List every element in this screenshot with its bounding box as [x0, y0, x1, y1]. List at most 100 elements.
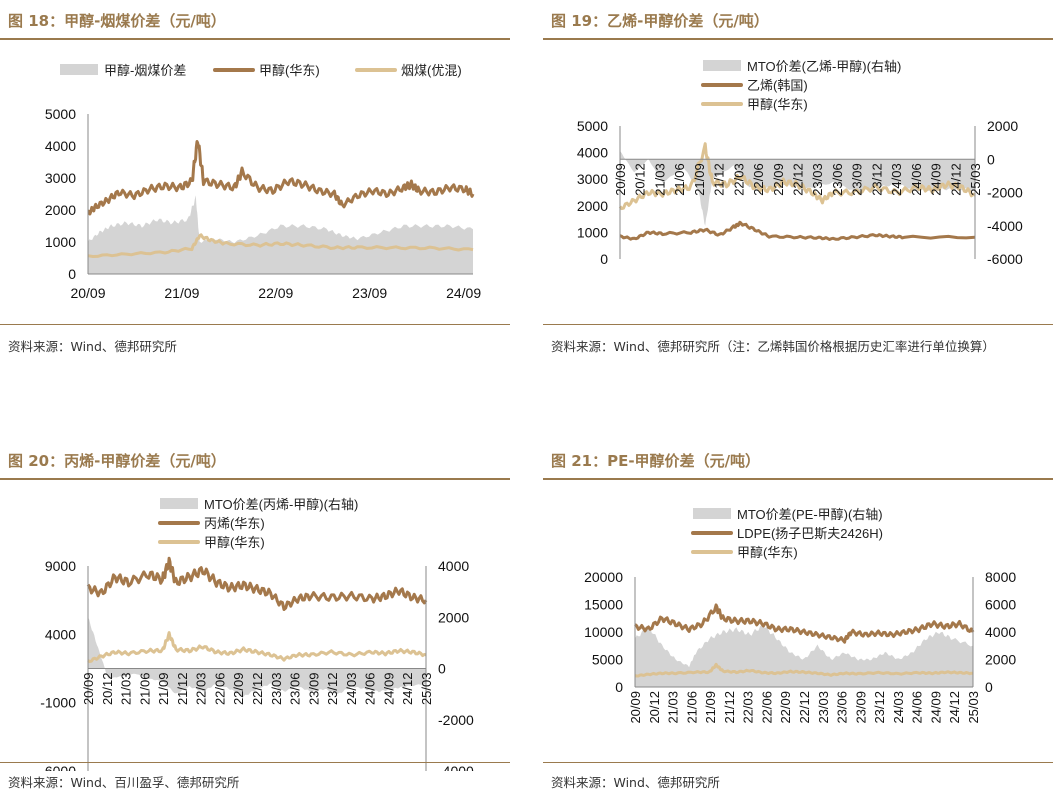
- x-tick-label: 22/03: [194, 673, 209, 706]
- y2-tick-label: -4000: [438, 763, 474, 771]
- y2-tick-label: 4000: [438, 558, 469, 574]
- y-tick-label: 0: [68, 266, 76, 282]
- y-tick-label: 4000: [45, 138, 76, 154]
- x-tick-label: 24/09: [929, 163, 944, 196]
- y2-tick-label: 4000: [985, 624, 1016, 640]
- legend-label: 甲醇-烟煤价差: [104, 63, 186, 78]
- chart-19-svg: MTO价差(乙烯-甲醇)(右轴) 乙烯(韩国) 甲醇(华东) 5000 4000 3000…: [577, 59, 1023, 267]
- x-tick-label: 23/12: [872, 691, 887, 724]
- chart-panel-21: 图 21：PE-甲醇价差（元/吨） MTO价差(PE-甲醇)(右轴) LDPE(扬…: [543, 440, 1053, 802]
- legend-label: 乙烯(韩国): [747, 78, 808, 93]
- x-tick-label: 22/12: [791, 163, 806, 196]
- source-note: 资料来源：Wind、德邦研究所（注：乙烯韩国价格根据历史汇率进行单位换算）: [551, 339, 995, 354]
- y2-tick-label: -4000: [987, 218, 1023, 234]
- chart-title: 图 18：甲醇-烟煤价差（元/吨）: [8, 12, 226, 30]
- series-line-1: [86, 556, 428, 611]
- x-tick-label: 20/09: [628, 691, 643, 724]
- y-tick-label: 1000: [577, 224, 608, 240]
- x-tick-label: 22/06: [212, 673, 227, 706]
- y-tick-label: 15000: [584, 597, 623, 613]
- x-tick-label: 23/03: [810, 163, 825, 196]
- x-tick-label: 24/12: [400, 673, 415, 706]
- x-tick-label: 24/12: [947, 691, 962, 724]
- chart-title: 图 21：PE-甲醇价差（元/吨）: [551, 452, 761, 470]
- legend-label: LDPE(扬子巴斯夫2426H): [737, 526, 883, 541]
- x-tick-label: 23/09: [352, 285, 387, 301]
- x-tick-label: 24/06: [910, 691, 925, 724]
- x-tick-label: 25/03: [966, 691, 981, 724]
- x-tick-label: 20/12: [647, 691, 662, 724]
- x-tick-label: 23/03: [269, 673, 284, 706]
- series-line-2: [634, 662, 974, 678]
- source-rule: [0, 762, 510, 763]
- legend-swatch: [703, 60, 741, 71]
- source-rule: [0, 324, 510, 325]
- legend-swatch: [160, 498, 198, 509]
- x-tick-label: 21/03: [119, 673, 134, 706]
- x-tick-label: 22/03: [731, 163, 746, 196]
- series-line-1: [634, 603, 975, 644]
- x-tick-label: 25/03: [968, 163, 983, 196]
- legend-label: 甲醇(华东): [204, 535, 265, 550]
- x-tick-label: 20/09: [81, 673, 96, 706]
- series-line-2: [87, 631, 427, 664]
- title-rule: [543, 38, 1053, 40]
- x-tick-label: 21/12: [712, 163, 727, 196]
- x-tick-label: 23/06: [835, 691, 850, 724]
- x-tick-label: 24/03: [889, 163, 904, 196]
- x-tick-label: 22/09: [258, 285, 293, 301]
- title-rule: [0, 478, 510, 480]
- series-area-0: [88, 195, 473, 274]
- x-tick-label: 24/12: [948, 163, 963, 196]
- title-rule: [543, 478, 1053, 480]
- y-tick-label: 4000: [45, 626, 76, 642]
- x-tick-label: 23/12: [869, 163, 884, 196]
- y-tick-label: 0: [615, 679, 623, 695]
- x-tick-label: 23/09: [306, 673, 321, 706]
- y-tick-label: -1000: [40, 695, 76, 711]
- x-tick-label: 20/09: [613, 163, 628, 196]
- x-tick-label: 21/12: [175, 673, 190, 706]
- y2-tick-label: 2000: [438, 609, 469, 625]
- x-tick-label: 21/03: [666, 691, 681, 724]
- x-tick-label: 23/06: [830, 163, 845, 196]
- chart-title: 图 19：乙烯-甲醇价差（元/吨）: [551, 12, 769, 30]
- x-tick-label: 20/09: [70, 285, 105, 301]
- y-tick-label: 10000: [584, 624, 623, 640]
- x-tick-label: 22/03: [741, 691, 756, 724]
- y-tick-label: 9000: [45, 558, 76, 574]
- legend-label: MTO价差(PE-甲醇)(右轴): [737, 507, 883, 522]
- source-note: 资料来源：Wind、德邦研究所: [551, 775, 720, 790]
- y-tick-label: 5000: [592, 652, 623, 668]
- legend-label: MTO价差(乙烯-甲醇)(右轴): [747, 59, 901, 74]
- y-tick-label: 5000: [45, 106, 76, 122]
- x-tick-label: 22/09: [231, 673, 246, 706]
- y-tick-label: 4000: [577, 145, 608, 161]
- y-tick-label: 3000: [45, 170, 76, 186]
- x-tick-label: 21/09: [692, 163, 707, 196]
- chart-panel-20: 图 20：丙烯-甲醇价差（元/吨） MTO价差(丙烯-甲醇)(右轴) 丙烯(华东)…: [0, 440, 510, 802]
- series-area-0: [88, 617, 426, 697]
- x-tick-label: 21/03: [652, 163, 667, 196]
- x-tick-label: 21/09: [703, 691, 718, 724]
- y2-tick-label: 2000: [987, 118, 1018, 134]
- y2-tick-label: -2000: [438, 712, 474, 728]
- x-tick-label: 24/03: [891, 691, 906, 724]
- legend-label: MTO价差(丙烯-甲醇)(右轴): [204, 497, 358, 512]
- x-tick-label: 25/03: [419, 673, 434, 706]
- x-tick-label: 20/12: [100, 673, 115, 706]
- legend-label: 甲醇(华东): [747, 97, 808, 112]
- x-tick-label: 21/06: [672, 163, 687, 196]
- x-tick-label: 23/09: [850, 163, 865, 196]
- legend-label: 烟煤(优混): [401, 63, 462, 78]
- x-tick-label: 23/12: [325, 673, 340, 706]
- legend-label: 甲醇(华东): [259, 63, 320, 78]
- legend-swatch: [60, 64, 98, 75]
- x-tick-label: 22/12: [250, 673, 265, 706]
- source-rule: [543, 324, 1053, 325]
- x-tick-label: 24/06: [909, 163, 924, 196]
- series-area-0: [635, 624, 973, 687]
- x-tick-label: 20/12: [633, 163, 648, 196]
- y-tick-label: 2000: [45, 202, 76, 218]
- chart-18-svg: 甲醇-烟煤价差 甲醇(华东) 烟煤(优混) 5000 4000 3000 2000 1000 0…: [45, 63, 481, 301]
